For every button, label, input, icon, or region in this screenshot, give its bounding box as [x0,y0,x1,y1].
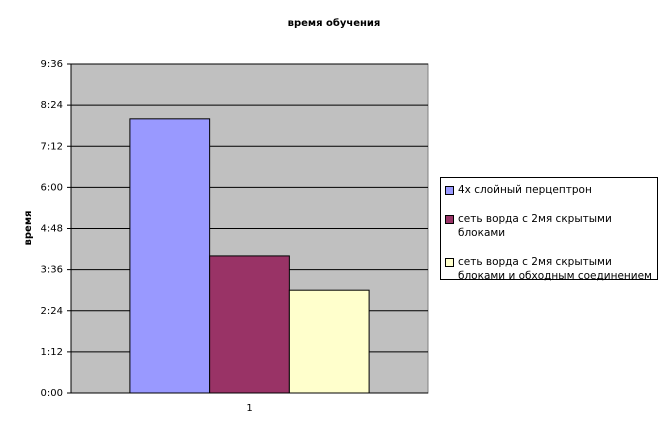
legend-swatch [445,186,454,195]
legend-entry: сеть ворда с 2мя скрытыми блоками и обхо… [445,255,653,283]
y-tick-label: 6:00 [41,182,63,193]
y-tick-label: 1:12 [41,347,63,358]
legend: 4х слойный перцептрон сеть ворда с 2мя ск… [440,177,658,283]
y-tick-label: 9:36 [41,59,63,70]
legend-entry: сеть ворда с 2мя скрытыми блоками [445,212,653,240]
y-tick-label: 7:12 [41,141,63,152]
chart-title: время обучения [288,17,381,29]
legend-label: сеть ворда с 2мя скрытыми блоками [458,213,612,239]
y-axis-title: время [23,211,34,246]
legend-swatch [445,258,454,267]
legend-label: 4х слойный перцептрон [458,184,592,196]
x-tick-label: 1 [246,403,252,414]
y-tick-label: 4:48 [41,224,63,235]
legend-swatch [445,215,454,224]
bar [129,118,211,394]
y-tick-label: 0:00 [41,388,63,399]
y-tick-label: 2:24 [41,306,63,317]
legend-entry: 4х слойный перцептрон [445,183,653,197]
legend-label: сеть ворда с 2мя скрытыми блоками и обхо… [458,256,652,282]
y-tick-label: 8:24 [41,100,63,111]
bar [209,255,290,394]
y-tick-label: 3:36 [41,265,63,276]
bar [288,289,370,394]
